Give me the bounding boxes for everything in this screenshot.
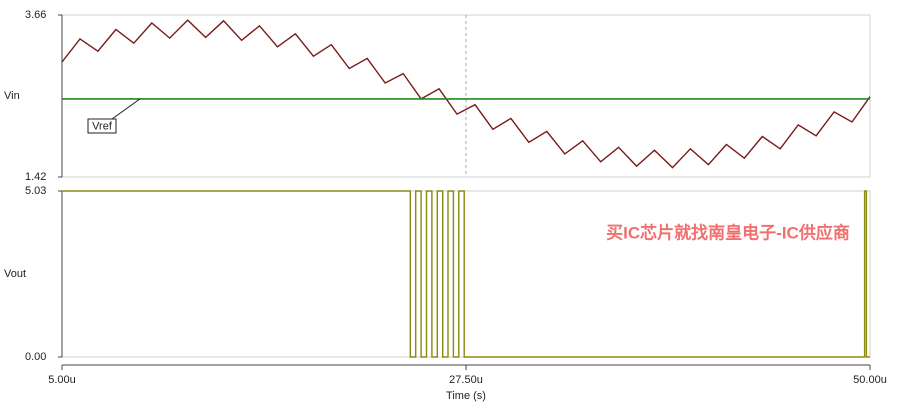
y-tick-label: 5.03: [25, 185, 46, 197]
x-axis-label: Time (s): [446, 390, 486, 402]
plot-frame: [61, 190, 871, 358]
annotation-arrow: [111, 98, 141, 120]
watermark: 买IC芯片就找南皇电子-IC供应商: [606, 222, 850, 242]
y-tick-label: 0.00: [25, 351, 46, 363]
x-tick-label: 50.00u: [853, 374, 887, 386]
annotation-label: Vref: [92, 120, 113, 132]
x-tick-label: 27.50u: [449, 374, 483, 386]
series-line: [61, 19, 871, 169]
y-tick-label: 3.66: [25, 9, 46, 21]
x-tick-label: 5.00u: [48, 374, 76, 386]
y-axis-label: Vout: [4, 268, 26, 280]
series-line: [62, 190, 870, 358]
annotation-box: [87, 118, 117, 134]
y-axis-label: Vin: [4, 90, 20, 102]
y-tick-label: 1.42: [25, 171, 46, 183]
